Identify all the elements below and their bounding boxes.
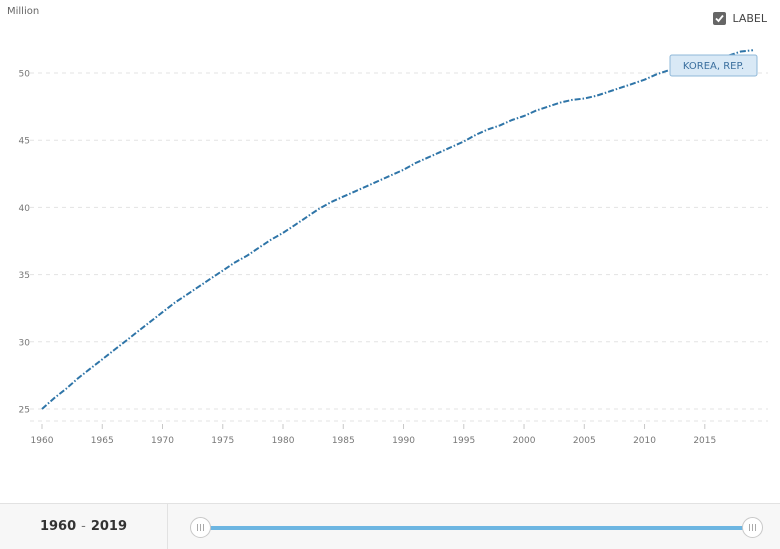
label-toggle-checkbox[interactable]: LABEL — [713, 12, 767, 25]
grip-icon — [197, 524, 204, 531]
time-range-footer: 1960 - 2019 — [0, 503, 780, 549]
range-start-handle[interactable] — [190, 517, 211, 538]
x-tick-label: 1995 — [452, 436, 475, 446]
line-chart: 25 30 35 40 45 50 1960 1965 1970 1975 1980 1985 199… — [19, 49, 768, 446]
series-group — [41, 49, 754, 410]
x-tick-label: 2010 — [633, 436, 656, 446]
x-tick-label: 1990 — [392, 436, 415, 446]
x-tick-label: 1975 — [211, 436, 234, 446]
y-tick-label: 30 — [19, 338, 31, 348]
series-line — [41, 49, 754, 410]
y-tick-label: 40 — [19, 204, 31, 214]
grip-icon — [749, 524, 756, 531]
series-label-text: KOREA, REP. — [683, 61, 744, 72]
checkbox-checked-icon — [713, 12, 727, 25]
y-tick-label: 35 — [19, 271, 30, 281]
x-tick-label: 2000 — [513, 436, 536, 446]
x-axis-ticks: 1960 1965 1970 1975 1980 1985 1990 1995 2000 2005… — [31, 424, 716, 446]
x-tick-label: 2005 — [573, 436, 596, 446]
x-tick-label: 1965 — [91, 436, 114, 446]
range-separator: - — [81, 519, 86, 534]
x-tick-label: 1980 — [272, 436, 295, 446]
y-axis-ticks: 25 30 35 40 45 50 — [19, 70, 31, 416]
range-start-year: 1960 — [39, 519, 77, 534]
year-range-display: 1960 - 2019 — [0, 504, 168, 549]
x-tick-label: 1970 — [151, 436, 174, 446]
x-tick-label: 2015 — [693, 436, 716, 446]
series-label-group: KOREA, REP. — [669, 54, 758, 77]
y-tick-label: 50 — [19, 70, 31, 80]
x-tick-label: 1960 — [31, 436, 54, 446]
label-toggle-text: LABEL — [732, 12, 767, 25]
y-axis-unit-label: Million — [7, 6, 40, 17]
series-label-box — [669, 54, 758, 77]
range-end-year: 2019 — [90, 519, 128, 534]
y-tick-label: 25 — [19, 406, 30, 416]
year-range-slider-track[interactable] — [201, 526, 753, 530]
x-tick-label: 1985 — [332, 436, 355, 446]
range-end-handle[interactable] — [742, 517, 763, 538]
grid-lines — [30, 72, 768, 422]
y-tick-label: 45 — [19, 137, 30, 147]
